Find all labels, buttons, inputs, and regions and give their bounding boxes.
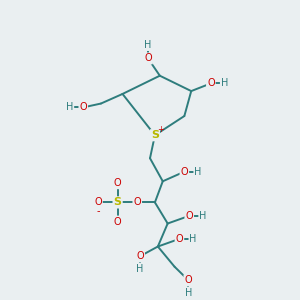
Text: O: O [207, 78, 215, 88]
Text: O: O [144, 53, 152, 63]
Text: O: O [184, 275, 192, 285]
Text: H: H [66, 102, 73, 112]
Text: H: H [221, 78, 228, 88]
Text: S: S [114, 197, 122, 207]
Text: O: O [134, 197, 141, 207]
Text: H: H [184, 288, 192, 298]
Text: +: + [158, 125, 164, 134]
Text: O: O [114, 178, 122, 188]
Text: O: O [94, 197, 102, 207]
Text: O: O [185, 211, 193, 221]
Text: S: S [151, 130, 159, 140]
Text: O: O [176, 234, 183, 244]
Text: H: H [144, 40, 152, 50]
Text: H: H [199, 211, 207, 221]
Text: H: H [190, 234, 197, 244]
Text: O: O [80, 102, 87, 112]
Text: H: H [136, 264, 144, 274]
Text: O: O [136, 251, 144, 261]
Text: -: - [96, 206, 100, 216]
Text: O: O [181, 167, 188, 177]
Text: O: O [114, 217, 122, 226]
Text: H: H [194, 167, 202, 177]
